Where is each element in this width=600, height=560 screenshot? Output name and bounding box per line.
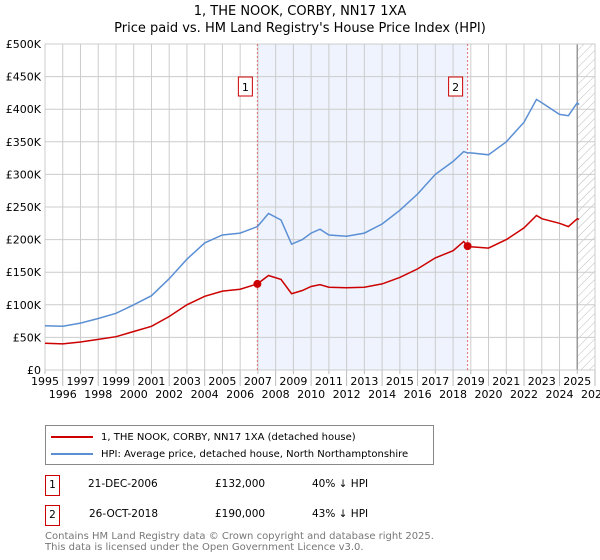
- y-tick-label: £450K: [6, 71, 42, 84]
- x-tick-label: 2009: [279, 375, 307, 388]
- x-tick-label: 2004: [191, 388, 219, 401]
- x-tick-label: 1997: [66, 375, 94, 388]
- x-tick-label: 2025: [563, 375, 591, 388]
- y-tick-label: £500K: [6, 38, 42, 51]
- x-tick-label: 2002: [155, 388, 183, 401]
- marker-badge: 2: [45, 505, 60, 526]
- transaction-row: 2 26-OCT-2018 £190,000 43% ↓ HPI: [45, 505, 465, 526]
- x-tick-label: 2017: [421, 375, 449, 388]
- x-tick-label: 2001: [137, 375, 165, 388]
- x-tick-label: 2006: [226, 388, 254, 401]
- legend-label: 1, THE NOOK, CORBY, NN17 1XA (detached h…: [101, 431, 356, 443]
- sale-label-box: [237, 76, 253, 97]
- price-chart: 1995199619971998199920002001200220032004…: [6, 38, 600, 401]
- x-tick-label: 2007: [244, 375, 272, 388]
- x-tick-label: 1996: [49, 388, 77, 401]
- x-tick-label: 2010: [297, 388, 325, 401]
- x-tick-label: 2020: [475, 388, 503, 401]
- x-tick-label: 2003: [173, 375, 201, 388]
- transaction-date: 21-DEC-2006: [88, 478, 158, 490]
- sale-point: [463, 242, 472, 251]
- y-tick-label: £150K: [6, 266, 42, 279]
- hpi-line: [44, 98, 580, 328]
- footer: Contains HM Land Registry data © Crown c…: [45, 531, 434, 553]
- property-price-line: [44, 214, 580, 345]
- x-tick-label: 2008: [262, 388, 290, 401]
- y-tick-label: £250K: [6, 201, 42, 214]
- x-tick-label: 1995: [31, 375, 59, 388]
- transaction-row: 1 21-DEC-2006 £132,000 40% ↓ HPI: [45, 475, 465, 496]
- plot-border: [44, 43, 596, 371]
- y-tick-label: £0: [27, 364, 41, 377]
- x-tick-label: 2014: [368, 388, 396, 401]
- transaction-date: 26-OCT-2018: [89, 508, 158, 520]
- x-tick-label: 1999: [102, 375, 130, 388]
- transaction-hpi: 43% ↓ HPI: [312, 508, 369, 520]
- x-tick-label: 1998: [84, 388, 112, 401]
- licence-text: This data is licensed under the Open Gov…: [45, 542, 364, 553]
- x-tick-label: 2024: [546, 388, 574, 401]
- transaction-hpi: 40% ↓ HPI: [312, 478, 369, 490]
- chart-title: 1, THE NOOK, CORBY, NN17 1XA: [193, 4, 407, 19]
- y-tick-label: £100K: [6, 299, 42, 312]
- y-tick-label: £200K: [6, 234, 42, 247]
- sale-label-box: [448, 76, 464, 97]
- transaction-price: £190,000: [215, 508, 266, 520]
- y-tick-label: £400K: [6, 103, 42, 116]
- y-tick-label: £350K: [6, 136, 42, 149]
- sale-point: [253, 279, 262, 288]
- x-tick-label: 2013: [350, 375, 378, 388]
- sale-label: 1: [242, 81, 249, 94]
- x-tick-label: 2011: [315, 375, 343, 388]
- x-tick-label: 2000: [120, 388, 148, 401]
- x-tick-label: 2012: [333, 388, 361, 401]
- sale-label: 2: [452, 81, 459, 94]
- legend-item-property: 1, THE NOOK, CORBY, NN17 1XA (detached h…: [51, 430, 356, 444]
- x-tick-label: 2021: [492, 375, 520, 388]
- x-tick-label: 2019: [457, 375, 485, 388]
- legend: 1, THE NOOK, CORBY, NN17 1XA (detached h…: [45, 425, 434, 465]
- transaction-price: £132,000: [215, 478, 266, 490]
- x-tick-label: 2023: [528, 375, 556, 388]
- x-tick-label: 2026: [581, 388, 600, 401]
- copyright-text: Contains HM Land Registry data © Crown c…: [45, 531, 434, 542]
- legend-label: HPI: Average price, detached house, Nort…: [101, 448, 409, 460]
- marker-badge: 1: [45, 475, 60, 496]
- y-tick-label: £300K: [6, 168, 42, 181]
- y-tick-label: £50K: [13, 331, 42, 344]
- x-tick-label: 2018: [439, 388, 467, 401]
- x-tick-label: 2016: [404, 388, 432, 401]
- x-tick-label: 2015: [386, 375, 414, 388]
- legend-item-hpi: HPI: Average price, detached house, Nort…: [51, 447, 408, 461]
- x-tick-label: 2005: [208, 375, 236, 388]
- x-tick-label: 2022: [510, 388, 538, 401]
- chart-subtitle: Price paid vs. HM Land Registry's House …: [114, 21, 486, 36]
